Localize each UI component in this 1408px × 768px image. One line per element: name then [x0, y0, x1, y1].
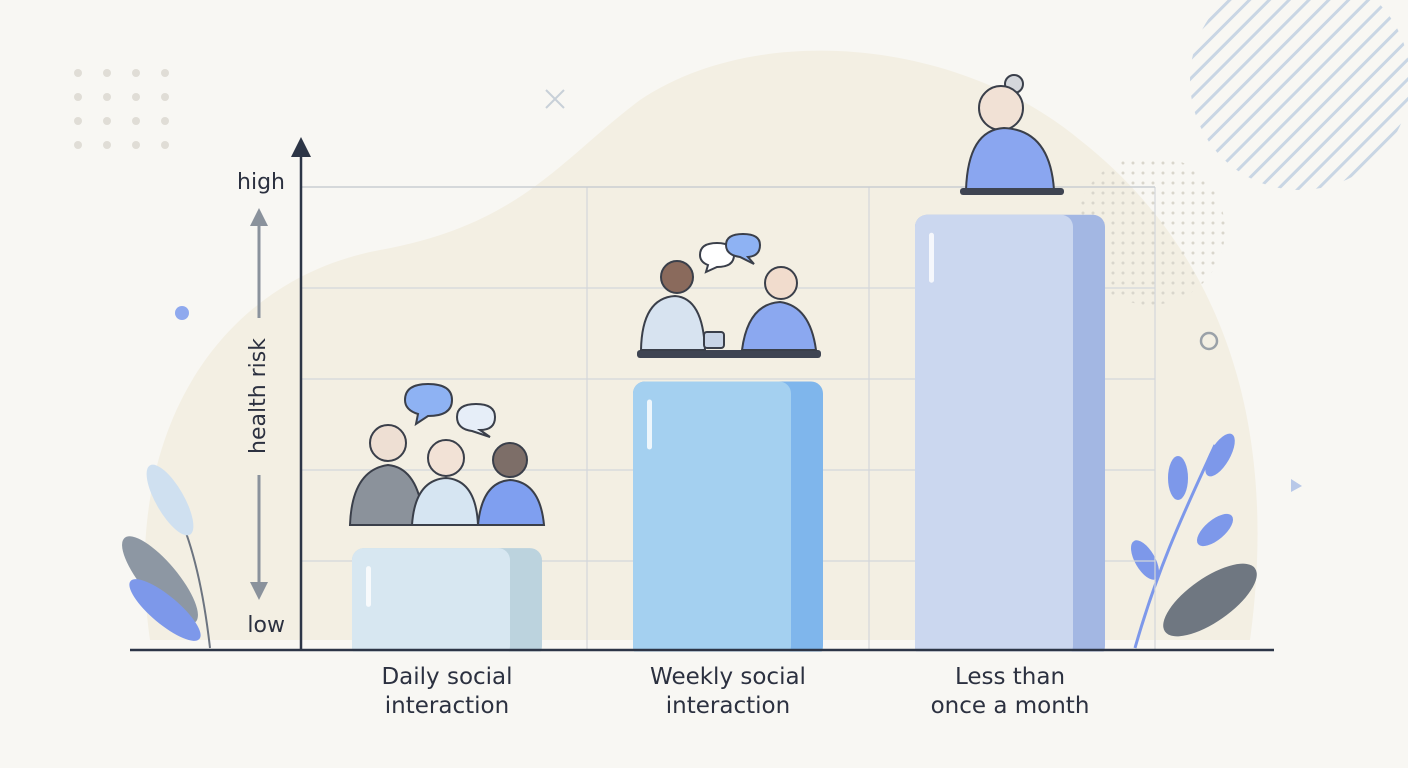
x-tick-label: Weekly social interaction	[650, 664, 806, 719]
bar-face	[352, 548, 510, 658]
y-axis-label: health risk	[246, 338, 271, 454]
bar-group	[352, 548, 542, 658]
bar-group	[633, 381, 823, 658]
bar-shine	[366, 566, 371, 607]
y-tick-label: high	[237, 170, 285, 195]
baseline-cover	[330, 651, 1130, 664]
x-tick-label: Less than once a month	[930, 664, 1090, 719]
bar-face	[915, 214, 1073, 658]
bar-shine	[647, 399, 652, 450]
people-daily	[348, 382, 546, 526]
people-weekly	[637, 232, 821, 358]
y-axis: health risk	[130, 137, 1274, 652]
bar-group	[915, 214, 1105, 658]
plant-right	[1131, 433, 1257, 649]
person-lonely	[960, 74, 1064, 195]
x-tick-label: Daily social interaction	[381, 664, 513, 719]
bar-face	[633, 381, 791, 658]
y-tick-label: low	[247, 613, 285, 638]
plant-left	[122, 464, 211, 649]
bar-shine	[929, 232, 934, 283]
